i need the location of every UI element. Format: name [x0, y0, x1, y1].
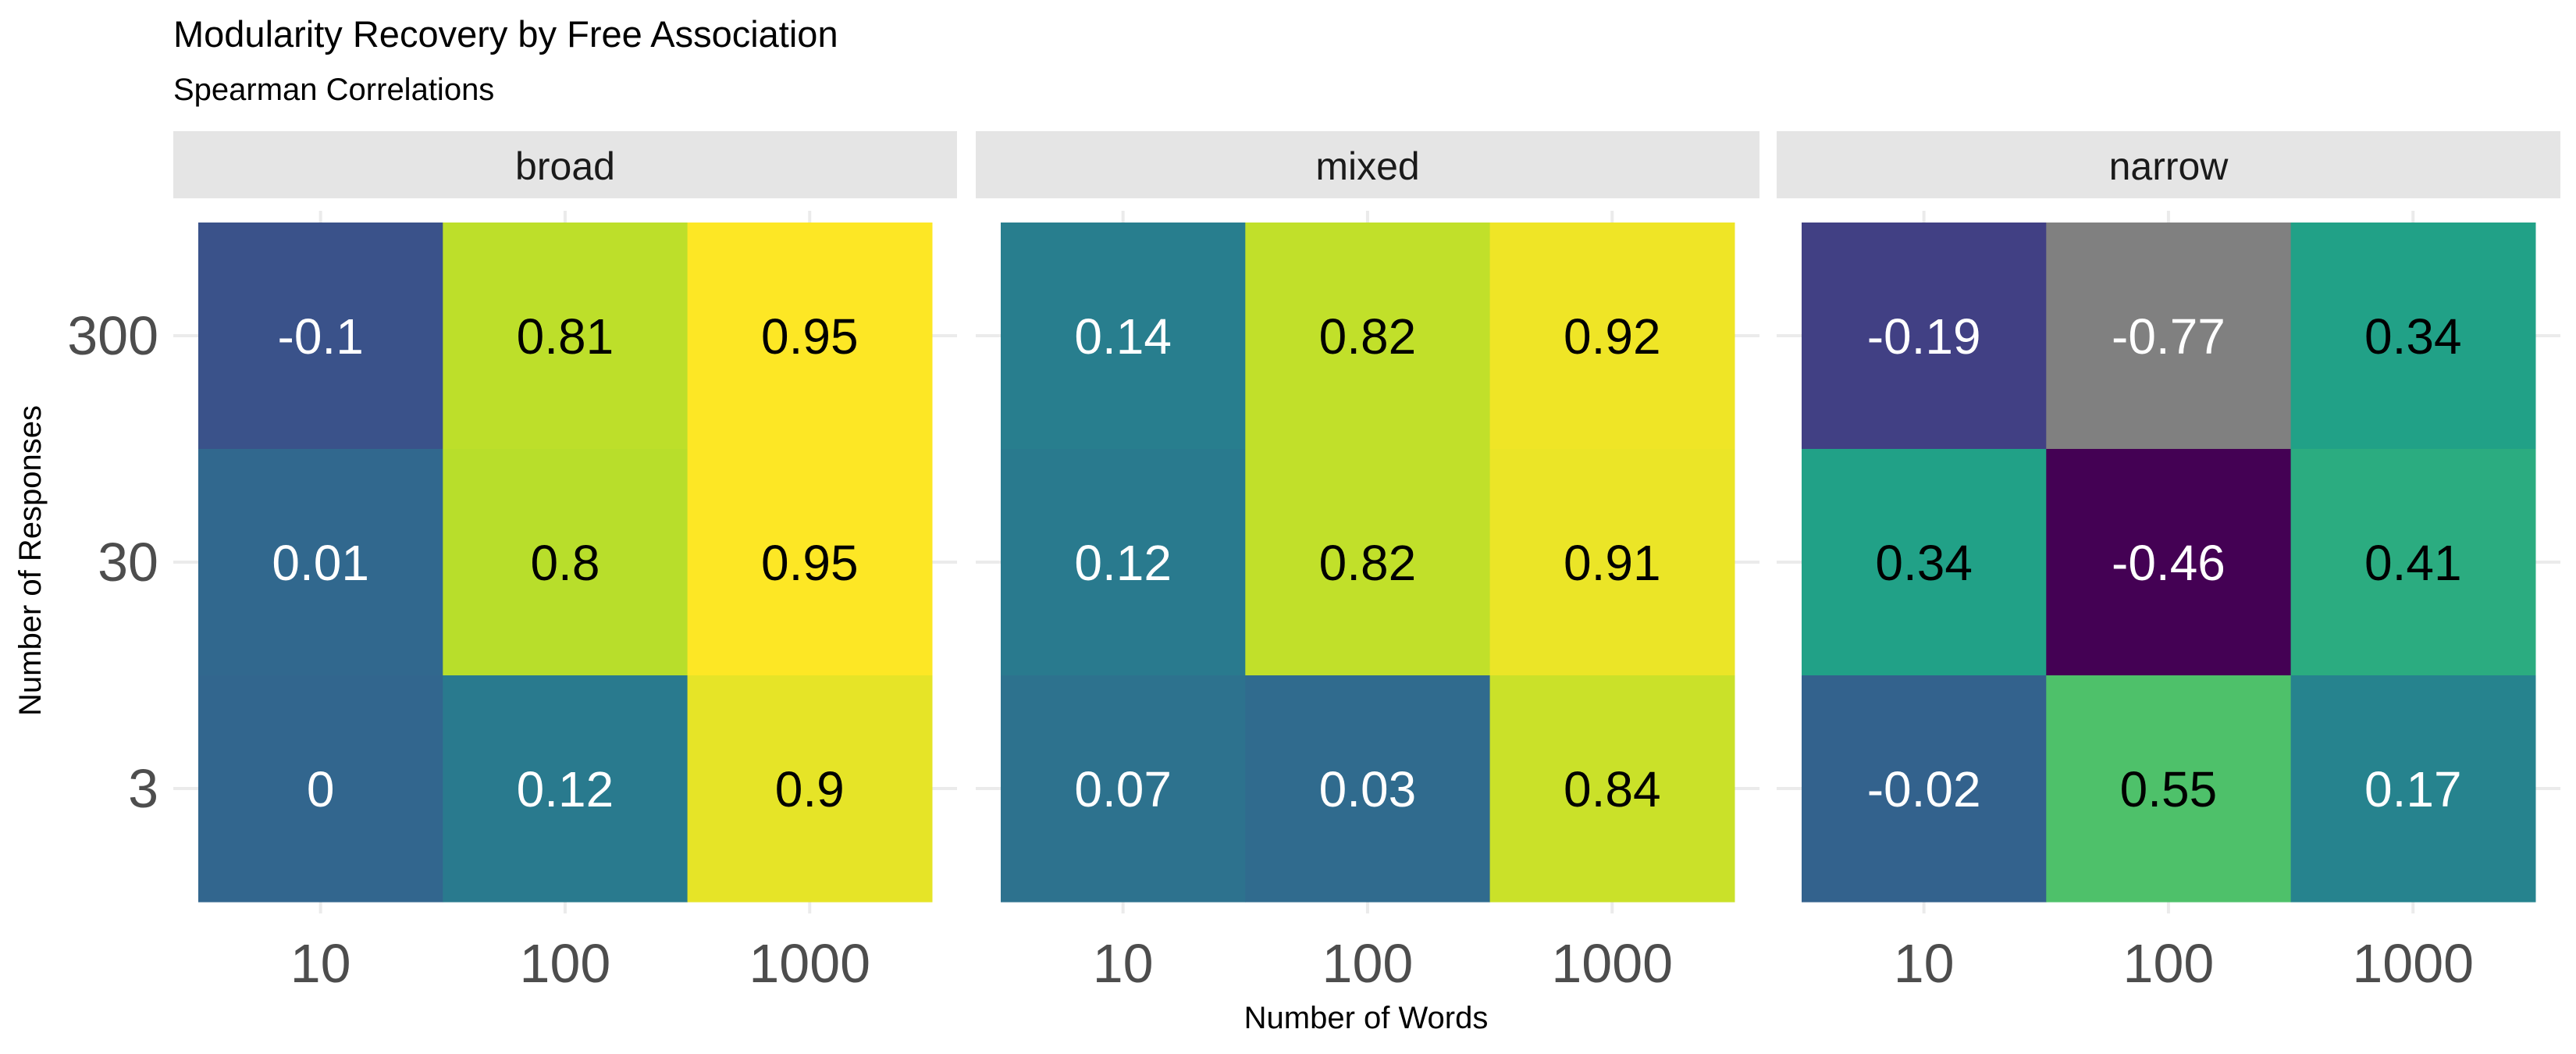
cell-value-label: 0.81: [517, 308, 614, 365]
cell-value-label: 0.95: [761, 308, 859, 365]
facet-panel-mixed: mixed 0.14 0.82 0.92 0.12 0.82 0.91 0.07 0.03 0.8…: [976, 131, 1759, 994]
cell-value-label: 0.12: [517, 761, 614, 817]
cell-value-label: 0.01: [272, 535, 369, 591]
cell-value-label: 0.84: [1564, 761, 1661, 817]
y-tick-label: 30: [98, 532, 158, 593]
y-axis-title: Number of Responses: [13, 405, 48, 716]
cell-value-label: 0.12: [1074, 535, 1172, 591]
x-tick-label: 1000: [1551, 933, 1673, 994]
facet-panel-narrow: narrow -0.19 -0.77 0.34 0.34 -0.46 0.41 -0.02 0.…: [1777, 131, 2560, 994]
heatmap-cell: [2290, 223, 2536, 450]
cell-value-label: 0.55: [2120, 761, 2218, 817]
cell-value-label: 0.82: [1319, 308, 1417, 365]
heatmap-cell: [1245, 223, 1491, 450]
facet-strip-label: mixed: [1315, 144, 1419, 188]
x-tick-label: 10: [290, 933, 351, 994]
heatmap-cell: [2290, 449, 2536, 676]
cell-value-label: 0.91: [1564, 535, 1661, 591]
x-tick-label: 10: [1093, 933, 1154, 994]
cell-value-label: -0.1: [278, 308, 364, 365]
cell-value-label: 0.41: [2364, 535, 2462, 591]
x-tick-label: 1000: [2352, 933, 2474, 994]
heatmap-cell: [198, 449, 443, 676]
y-tick-label: 3: [128, 758, 158, 819]
chart-subtitle: Spearman Correlations: [173, 73, 494, 107]
heatmap-cell: [1245, 675, 1491, 903]
heatmap-cell: [1001, 449, 1246, 676]
facet-strip-label: broad: [515, 144, 615, 188]
cell-value-label: 0.95: [761, 535, 859, 591]
heatmap-cell: [198, 223, 443, 450]
heatmap-cell: [1001, 223, 1246, 450]
cell-value-label: 0.14: [1074, 308, 1172, 365]
heatmap-cell: [687, 675, 933, 903]
heatmap-cell: [2046, 223, 2292, 450]
facet-strip: [1777, 131, 2560, 198]
cell-value-label: 0.92: [1564, 308, 1661, 365]
cell-value-label: -0.02: [1867, 761, 1981, 817]
heatmap-cell: [687, 449, 933, 676]
y-tick-label: 300: [67, 305, 158, 366]
chart-title: Modularity Recovery by Free Association: [173, 13, 838, 55]
cell-value-label: 0.34: [1875, 535, 1973, 591]
cell-value-label: -0.46: [2112, 535, 2226, 591]
heatmap-cell: [2290, 675, 2536, 903]
heatmap-cell: [2046, 675, 2292, 903]
facet-panels: broad -0.1 0.81 0.95 0.01 0.8 0.95 0 0.12 0.9 10 10…: [173, 131, 2560, 994]
heatmap-cell: [1489, 675, 1735, 903]
heatmap-cell: [1802, 675, 2047, 903]
x-axis-title: Number of Words: [1244, 1001, 1489, 1035]
cell-value-label: 0.17: [2364, 761, 2462, 817]
facet-strip: [173, 131, 957, 198]
heatmap-cell: [687, 223, 933, 450]
heatmap-cell: [1802, 449, 2047, 676]
x-tick-label: 100: [1322, 933, 1414, 994]
heatmap-cell: [443, 449, 688, 676]
facet-panel-broad: broad -0.1 0.81 0.95 0.01 0.8 0.95 0 0.12 0.9 10 10…: [173, 131, 957, 994]
x-tick-label: 10: [1894, 933, 1955, 994]
cell-value-label: 0.9: [775, 761, 845, 817]
x-tick-label: 100: [2123, 933, 2215, 994]
heatmap-cell: [443, 675, 688, 903]
heatmap-cell: [2046, 449, 2292, 676]
heatmap-cell: [1245, 449, 1491, 676]
heatmap-cell: [1489, 449, 1735, 676]
cell-value-label: 0.82: [1319, 535, 1417, 591]
heatmap-cell: [443, 223, 688, 450]
cell-value-label: -0.19: [1867, 308, 1981, 365]
facet-strip: [976, 131, 1759, 198]
cell-value-label: 0.07: [1074, 761, 1172, 817]
cell-value-label: 0.03: [1319, 761, 1417, 817]
cell-value-label: 0: [307, 761, 335, 817]
x-tick-label: 1000: [749, 933, 870, 994]
cell-value-label: 0.34: [2364, 308, 2462, 365]
heatmap-cell: [1001, 675, 1246, 903]
facet-strip-label: narrow: [2109, 144, 2229, 188]
cell-value-label: 0.8: [530, 535, 600, 591]
heatmap-cell: [1489, 223, 1735, 450]
heatmap-cell: [198, 675, 443, 903]
x-tick-label: 100: [520, 933, 611, 994]
cell-value-label: -0.77: [2112, 308, 2226, 365]
heatmap-cell: [1802, 223, 2047, 450]
